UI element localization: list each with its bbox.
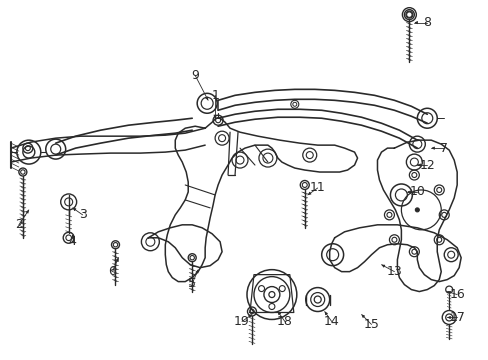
Text: 12: 12 [419,158,434,172]
Text: 16: 16 [448,288,464,301]
Text: 4: 4 [69,235,77,248]
Text: 13: 13 [386,265,402,278]
Text: 11: 11 [309,181,325,194]
Text: 10: 10 [408,185,425,198]
Text: 17: 17 [448,311,464,324]
Text: 18: 18 [276,315,292,328]
Text: 14: 14 [323,315,339,328]
Text: 2: 2 [15,218,23,231]
Text: 19: 19 [234,315,249,328]
Text: 1: 1 [211,89,219,102]
Text: 15: 15 [363,318,379,331]
Text: 9: 9 [191,69,199,82]
Text: 7: 7 [439,141,447,155]
Text: 6: 6 [108,265,116,278]
Text: 3: 3 [79,208,86,221]
Text: 5: 5 [188,277,196,290]
Text: 8: 8 [423,16,430,29]
Circle shape [414,208,419,212]
